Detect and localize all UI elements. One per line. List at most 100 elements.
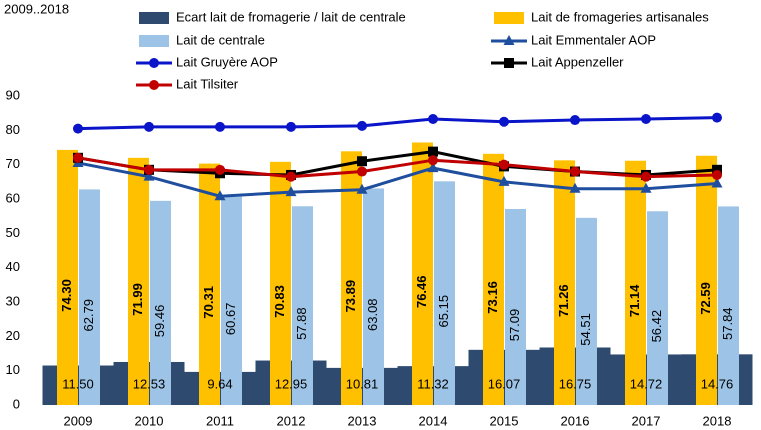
marker	[570, 115, 580, 126]
marker	[73, 152, 83, 163]
value-label: 9.64	[207, 376, 232, 391]
value-label: 63.08	[365, 298, 380, 331]
value-label: 65.15	[436, 295, 451, 328]
value-label: 10.81	[346, 376, 379, 391]
value-label: 16.75	[559, 376, 592, 391]
marker	[356, 183, 368, 194]
legend-label: Lait de centrale	[176, 32, 265, 47]
marker	[427, 162, 439, 173]
value-label: 54.51	[578, 313, 593, 346]
legend-label: Lait Appenzeller	[531, 54, 624, 69]
marker	[712, 164, 722, 175]
marker	[498, 175, 510, 186]
bar	[554, 160, 575, 405]
marker	[640, 182, 652, 193]
bar	[696, 155, 717, 405]
marker	[357, 156, 367, 167]
value-label: 74.30	[59, 279, 74, 312]
value-label: 70.31	[201, 286, 216, 319]
x-tick-label: 2018	[703, 413, 732, 428]
legend-swatch	[494, 12, 524, 24]
line	[77, 116, 718, 131]
legend-item: Lait Tilsiter	[136, 76, 239, 91]
legend-marker	[503, 35, 515, 45]
y-tick-label: 90	[6, 87, 20, 102]
value-label: 62.79	[81, 299, 96, 332]
x-tick-label: 2016	[561, 413, 590, 428]
marker	[428, 155, 438, 166]
marker	[357, 166, 367, 177]
legend-item: Lait Emmentaler AOP	[491, 32, 656, 47]
value-label: 70.83	[272, 285, 287, 318]
value-label: 76.46	[414, 275, 429, 308]
value-label: 72.59	[698, 282, 713, 315]
value-label: 11.32	[417, 376, 449, 391]
marker	[285, 186, 297, 197]
marker	[711, 177, 723, 188]
y-tick-label: 60	[6, 190, 20, 205]
y-tick-label: 80	[6, 122, 20, 137]
bar	[221, 196, 242, 405]
value-label: 57.88	[294, 307, 309, 340]
marker	[712, 169, 722, 180]
value-label: 11.50	[62, 376, 94, 391]
bar	[199, 163, 220, 405]
legend-item: Lait de fromageries artisanales	[494, 9, 709, 24]
y-tick-label: 10	[6, 362, 20, 377]
x-tick-label: 2012	[277, 413, 306, 428]
value-label: 14.72	[630, 376, 663, 391]
legend-item: Ecart lait de fromagerie / lait de centr…	[139, 9, 406, 24]
line	[77, 156, 718, 179]
marker	[428, 146, 438, 157]
y-tick-label: 70	[6, 156, 20, 171]
value-label: 71.14	[627, 284, 642, 317]
chart-subtitle: 2009..2018	[4, 1, 69, 16]
x-tick-label: 2010	[135, 413, 164, 428]
bar	[718, 206, 739, 405]
legend-label: Lait Tilsiter	[176, 76, 239, 91]
bar	[292, 206, 313, 405]
bar	[505, 208, 526, 405]
y-tick-label: 40	[6, 259, 20, 274]
legend-label: Ecart lait de fromagerie / lait de centr…	[176, 9, 406, 24]
bar	[363, 188, 384, 405]
marker	[569, 182, 581, 193]
bar	[341, 151, 362, 405]
bar	[412, 142, 433, 405]
marker	[428, 114, 438, 125]
x-tick-label: 2017	[632, 413, 661, 428]
bar	[270, 161, 291, 405]
legend-label: Lait de fromageries artisanales	[531, 9, 709, 24]
legend-label: Lait Gruyère AOP	[176, 54, 278, 69]
bar	[57, 149, 78, 405]
bar	[625, 160, 646, 405]
x-tick-label: 2015	[490, 413, 519, 428]
value-label: 57.84	[720, 307, 735, 340]
value-label: 16.07	[488, 376, 521, 391]
marker	[215, 164, 225, 175]
legend-item: Lait Appenzeller	[491, 54, 624, 69]
bar	[434, 181, 455, 405]
bar	[483, 153, 504, 405]
marker	[144, 121, 154, 132]
x-tick-label: 2009	[64, 413, 93, 428]
value-label: 73.89	[343, 280, 358, 313]
marker	[214, 190, 226, 201]
legend-marker	[149, 58, 159, 68]
bar	[79, 189, 100, 405]
legend-swatch	[139, 12, 169, 24]
bar	[647, 211, 668, 405]
legend-item: Lait de centrale	[139, 32, 265, 47]
value-label: 59.46	[152, 305, 167, 338]
marker	[712, 112, 722, 123]
value-label: 12.53	[133, 376, 166, 391]
value-label: 12.95	[275, 376, 308, 391]
marker	[215, 121, 225, 132]
marker	[286, 171, 296, 182]
marker	[73, 123, 83, 134]
legend-item: Lait Gruyère AOP	[136, 54, 278, 69]
marker	[570, 166, 580, 177]
value-label: 57.09	[507, 309, 522, 342]
